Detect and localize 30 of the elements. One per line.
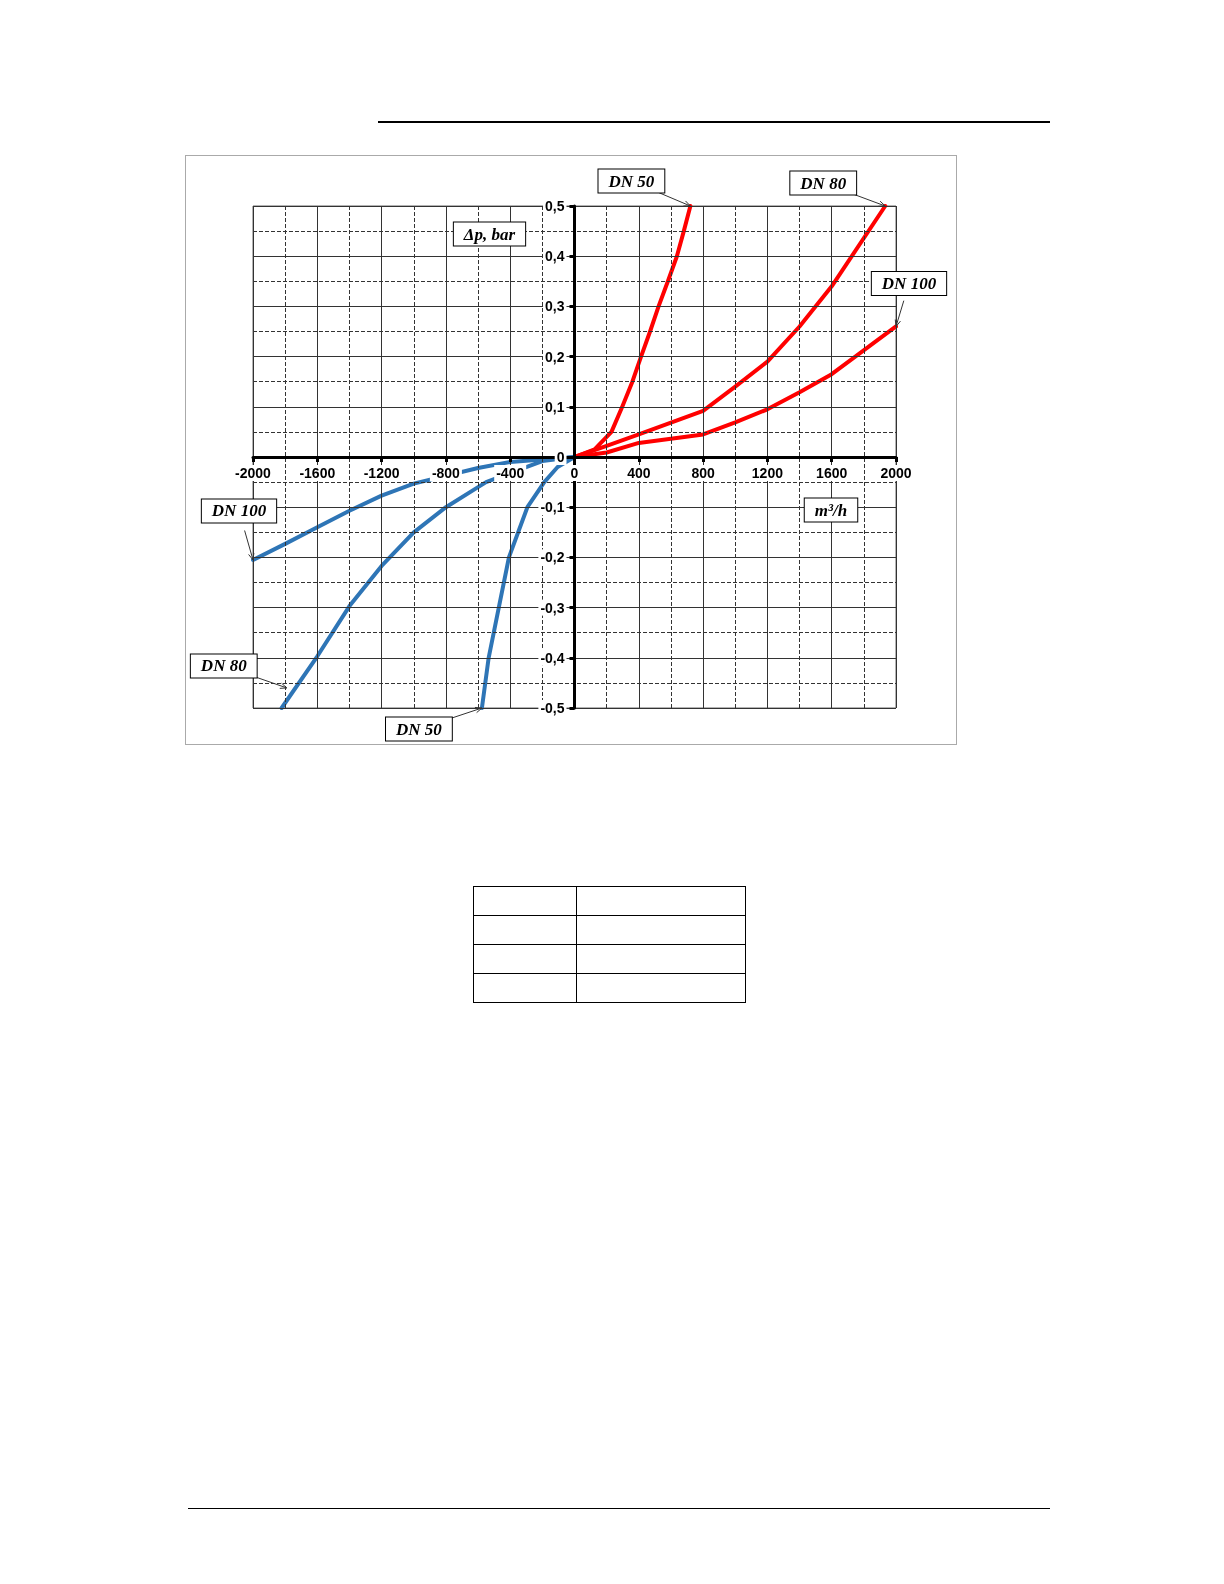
- y-tick-label: -0,2: [540, 549, 565, 566]
- y-tick-label: 0,2: [545, 348, 565, 365]
- annotation: DN 50: [607, 171, 655, 191]
- y-tick-label: 0,4: [545, 248, 565, 265]
- x-tick-label: 800: [691, 465, 715, 481]
- annotation: DN 50: [395, 719, 443, 739]
- x-tick-label: -1200: [363, 465, 400, 481]
- x-tick-label: 2000: [880, 465, 912, 481]
- x-tick-label: 1200: [751, 465, 784, 481]
- x-tick-label: -2000: [235, 465, 272, 481]
- y-tick-label: -0,5: [540, 700, 565, 716]
- annotation: DN 80: [799, 173, 847, 193]
- y-tick-label: 0: [556, 449, 565, 465]
- x-tick-label: -400: [496, 465, 525, 481]
- annotation: DN 80: [199, 656, 248, 676]
- y-tick-label: -0,1: [540, 499, 565, 516]
- x-tick-label: 0: [570, 465, 579, 481]
- x-tick-label: -800: [431, 465, 461, 481]
- annotation: DN 100: [880, 273, 937, 293]
- y-tick-label: -0,4: [540, 649, 565, 666]
- annotation: DN 100: [210, 501, 267, 521]
- x-tick-label: 400: [627, 465, 651, 481]
- y-tick-label: -0,3: [540, 599, 565, 616]
- y-tick-label: 0,5: [545, 198, 565, 214]
- y-tick-label: 0,3: [545, 298, 565, 315]
- x-axis-title: m³/h: [814, 500, 848, 520]
- y-axis-title: Δp, bar: [462, 224, 516, 244]
- x-tick-label: 1600: [816, 465, 848, 481]
- y-tick-label: 0,1: [545, 398, 565, 415]
- x-tick-label: -1600: [299, 465, 336, 481]
